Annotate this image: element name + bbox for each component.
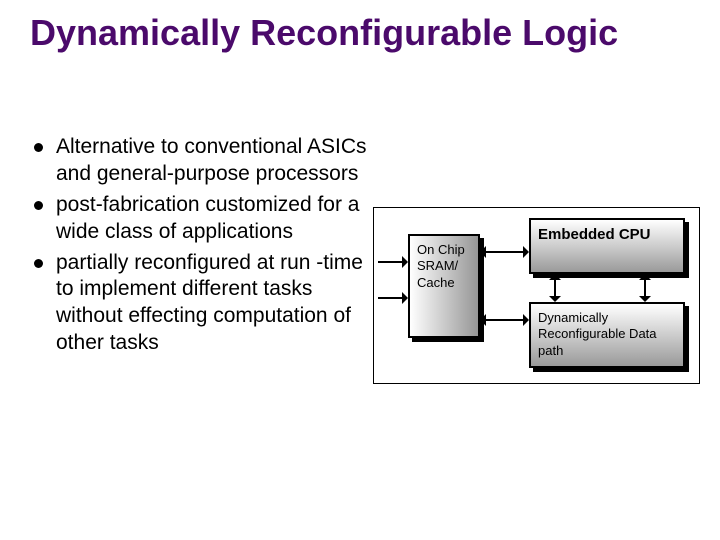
arrow-head [480, 246, 486, 258]
arrow-head [523, 314, 529, 326]
arrow-head [523, 246, 529, 258]
sram-datapath-arrow [486, 319, 523, 321]
sram-cpu-arrow [486, 251, 523, 253]
arrow-head [639, 296, 651, 302]
cpu-dp-right-arrow [644, 280, 646, 296]
sram-block: On Chip SRAM/ Cache [408, 234, 480, 338]
arrow-head [402, 256, 408, 268]
bullet-item: post-fabrication customized for a wide c… [30, 192, 370, 246]
bullet-list: Alternative to conventional ASICs and ge… [30, 134, 370, 361]
arrow-head [639, 274, 651, 280]
arrow-head [549, 274, 561, 280]
arrow-head [402, 292, 408, 304]
cpu-dp-left-arrow [554, 280, 556, 296]
arrow-head [480, 314, 486, 326]
bullet-item: Alternative to conventional ASICs and ge… [30, 134, 370, 188]
ext-top-arrow [378, 261, 402, 263]
page-title: Dynamically Reconfigurable Logic [30, 12, 618, 53]
arrow-head [549, 296, 561, 302]
datapath-block: Dynamically Reconfigurable Data path [529, 302, 685, 368]
bullet-item: partially reconfigured at run -time to i… [30, 250, 370, 358]
cpu-block: Embedded CPU [529, 218, 685, 274]
ext-bot-arrow [378, 297, 402, 299]
